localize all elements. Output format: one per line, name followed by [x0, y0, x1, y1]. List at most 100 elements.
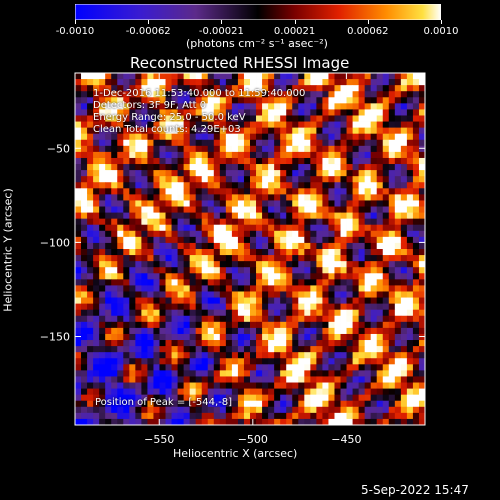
heatmap-cell	[105, 267, 112, 274]
heatmap-cell	[105, 346, 112, 353]
heatmap-cell	[322, 206, 329, 213]
heatmap-cell	[75, 340, 82, 347]
heatmap-cell	[123, 230, 130, 238]
heatmap-cell	[328, 212, 335, 220]
heatmap-cell	[256, 255, 263, 262]
heatmap-cell	[75, 212, 82, 220]
heatmap-cell	[225, 164, 233, 171]
heatmap-cell	[256, 230, 263, 238]
heatmap-cell	[292, 109, 299, 116]
heatmap-cell	[268, 133, 275, 141]
heatmap-cell	[165, 151, 172, 159]
heatmap-cell	[213, 303, 221, 311]
heatmap-cell	[189, 200, 197, 207]
heatmap-cell	[159, 261, 166, 268]
heatmap-cell	[75, 97, 82, 104]
heatmap-cell	[250, 340, 257, 347]
heatmap-cells	[75, 73, 426, 426]
heatmap-cell	[262, 261, 269, 268]
heatmap-cell	[201, 230, 209, 238]
heatmap-cell	[328, 321, 335, 329]
heatmap-cell	[195, 364, 203, 371]
heatmap-cell	[231, 309, 239, 317]
heatmap-cell	[147, 412, 154, 420]
heatmap-cell	[274, 388, 281, 396]
heatmap-cell	[189, 242, 197, 250]
heatmap-cell	[352, 151, 360, 159]
heatmap-cell	[286, 249, 293, 256]
heatmap-cell	[75, 418, 82, 426]
heatmap-cell	[268, 352, 275, 359]
heatmap-cell	[280, 212, 287, 220]
heatmap-cell	[316, 285, 323, 292]
heatmap-cell	[237, 418, 245, 426]
heatmap-cell	[105, 309, 112, 317]
heatmap-cell	[213, 115, 221, 122]
heatmap-cell	[93, 418, 100, 426]
heatmap-cell	[135, 200, 142, 207]
heatmap-cell	[159, 388, 166, 396]
heatmap-cell	[123, 327, 130, 335]
heatmap-cell	[147, 182, 154, 189]
heatmap-cell	[346, 273, 353, 280]
heatmap-cell	[310, 242, 317, 250]
heatmap-cell	[412, 315, 420, 323]
heatmap-cell	[370, 394, 378, 402]
heatmap-cell	[237, 151, 245, 159]
heatmap-cell	[243, 388, 251, 396]
heatmap-cell	[274, 157, 281, 165]
heatmap-cell	[412, 212, 420, 220]
heatmap-cell	[171, 321, 178, 329]
heatmap-cell	[334, 230, 341, 238]
heatmap-cell	[177, 255, 185, 262]
heatmap-cell	[147, 176, 154, 183]
heatmap-cell	[171, 400, 178, 408]
heatmap-cell	[268, 91, 275, 98]
heatmap-cell	[304, 315, 311, 323]
heatmap-cell	[292, 236, 299, 244]
heatmap-cell	[268, 418, 275, 426]
heatmap-cell	[177, 242, 185, 250]
heatmap-cell	[256, 206, 263, 213]
heatmap-cell	[189, 309, 197, 317]
heatmap-cell	[147, 139, 154, 147]
heatmap-cell	[105, 358, 112, 365]
heatmap-cell	[129, 85, 136, 92]
heatmap-cell	[213, 121, 221, 129]
heatmap-cell	[358, 218, 366, 226]
heatmap-cell	[237, 230, 245, 238]
heatmap-cell	[412, 151, 420, 159]
heatmap-cell	[117, 164, 124, 171]
heatmap-cell	[159, 79, 166, 86]
heatmap-cell	[370, 309, 378, 317]
heatmap-cell	[304, 242, 311, 250]
heatmap-cell	[153, 145, 160, 153]
heatmap-cell	[412, 358, 420, 365]
heatmap-cell	[105, 145, 112, 153]
heatmap-cell	[147, 145, 154, 153]
heatmap-cell	[87, 400, 94, 408]
annotation-detectors: Detectors: 3F 9F, Att 0	[93, 100, 207, 111]
heatmap-cell	[280, 291, 287, 298]
heatmap-cell	[243, 285, 251, 292]
heatmap-cell	[171, 297, 178, 305]
heatmap-cell	[394, 194, 402, 201]
heatmap-cell	[316, 267, 323, 274]
heatmap-cell	[310, 255, 317, 262]
heatmap-cell	[298, 394, 305, 402]
heatmap-cell	[165, 79, 172, 86]
heatmap-cell	[135, 91, 142, 98]
heatmap-cell	[346, 333, 353, 341]
heatmap-cell	[243, 400, 251, 408]
heatmap-cell	[358, 188, 366, 195]
heatmap-cell	[81, 91, 88, 98]
heatmap-cell	[93, 346, 100, 353]
colorbar-tick-mark	[75, 20, 76, 24]
heatmap-cell	[394, 261, 402, 268]
heatmap-cell	[87, 176, 94, 183]
heatmap-cell	[189, 394, 197, 402]
heatmap-cell	[298, 261, 305, 268]
heatmap-cell	[412, 194, 420, 201]
heatmap-cell	[159, 103, 166, 110]
heatmap-cell	[231, 315, 239, 323]
